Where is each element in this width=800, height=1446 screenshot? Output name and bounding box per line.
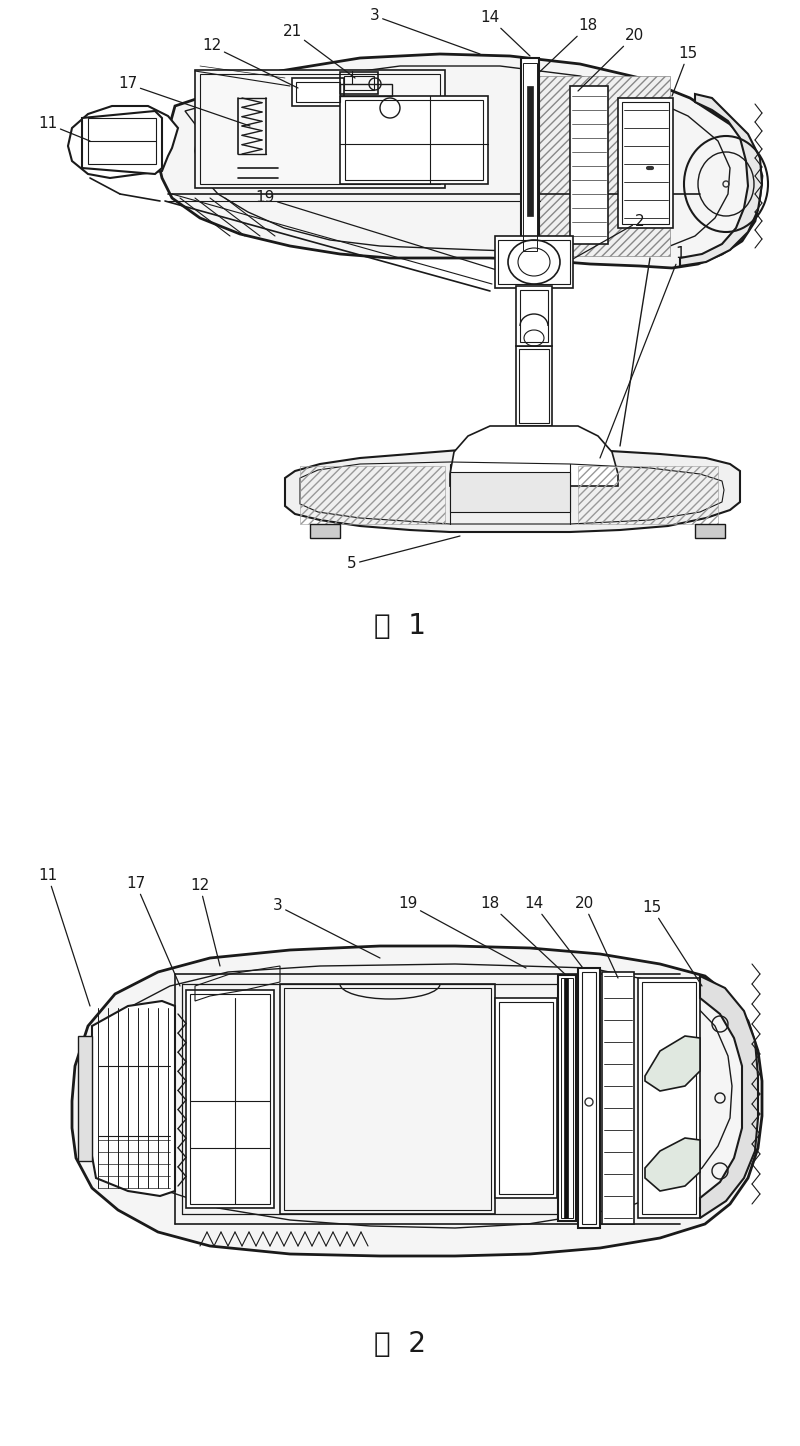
Bar (622, 103, 669, 224)
Text: 图  2: 图 2 (374, 1330, 426, 1358)
Bar (292, 78, 344, 106)
Text: 19: 19 (255, 191, 500, 270)
Bar (530, 77, 670, 256)
Bar (602, 972, 634, 1223)
Polygon shape (285, 450, 740, 532)
Bar (300, 466, 445, 523)
Bar (558, 975, 576, 1220)
Polygon shape (645, 1035, 700, 1090)
Text: 18: 18 (530, 19, 598, 81)
Bar (578, 466, 718, 523)
Polygon shape (645, 1138, 700, 1192)
Bar (344, 77, 374, 90)
Bar (578, 967, 600, 1228)
Polygon shape (68, 106, 178, 178)
Bar (340, 72, 378, 94)
Bar (296, 82, 340, 103)
Text: 17: 17 (118, 77, 250, 126)
Bar (88, 119, 156, 163)
Bar (516, 286, 552, 346)
Bar (695, 523, 725, 538)
Bar (564, 977, 568, 1218)
Bar (78, 1035, 92, 1161)
Bar (340, 95, 488, 184)
Bar (284, 988, 491, 1210)
Bar (498, 240, 570, 283)
Text: 20: 20 (574, 897, 618, 977)
Bar (450, 471, 570, 512)
Text: 11: 11 (38, 869, 90, 1006)
Bar (340, 84, 392, 95)
Text: 14: 14 (524, 897, 589, 976)
Bar (495, 236, 573, 288)
Bar (345, 100, 483, 179)
Bar (310, 523, 340, 538)
Bar (186, 991, 274, 1207)
Bar (561, 977, 573, 1218)
Bar (521, 58, 539, 256)
Bar (582, 972, 596, 1223)
Text: 图  1: 图 1 (374, 612, 426, 641)
Bar (495, 998, 557, 1197)
Text: 17: 17 (126, 876, 180, 986)
Polygon shape (158, 54, 762, 268)
Text: 3: 3 (273, 898, 380, 959)
Bar (520, 291, 548, 343)
Bar (280, 983, 495, 1215)
Polygon shape (450, 427, 618, 486)
Bar (523, 64, 537, 252)
Bar (519, 348, 549, 424)
Bar (638, 977, 700, 1218)
Text: 15: 15 (672, 46, 698, 95)
Text: 14: 14 (480, 10, 530, 56)
Text: 5: 5 (347, 536, 460, 571)
Bar (200, 74, 440, 184)
Text: 15: 15 (642, 901, 702, 986)
Bar (516, 346, 552, 427)
Bar (570, 85, 608, 244)
Text: 18: 18 (480, 897, 567, 976)
Bar (527, 85, 533, 215)
Polygon shape (72, 946, 762, 1257)
Text: 20: 20 (578, 29, 644, 91)
Text: 21: 21 (282, 23, 355, 78)
Bar (195, 69, 445, 188)
Bar (642, 982, 696, 1215)
Polygon shape (700, 976, 758, 1218)
Text: 11: 11 (38, 117, 90, 142)
Text: 3: 3 (370, 9, 480, 54)
Bar (499, 1002, 553, 1194)
Bar (190, 993, 270, 1205)
Text: 12: 12 (190, 879, 220, 966)
Bar (618, 98, 673, 228)
Text: 12: 12 (202, 39, 298, 88)
Text: 19: 19 (398, 897, 526, 967)
Polygon shape (680, 94, 762, 266)
Polygon shape (92, 1001, 175, 1196)
Text: 2: 2 (534, 214, 645, 281)
Text: 1: 1 (600, 246, 685, 458)
Polygon shape (82, 111, 162, 174)
